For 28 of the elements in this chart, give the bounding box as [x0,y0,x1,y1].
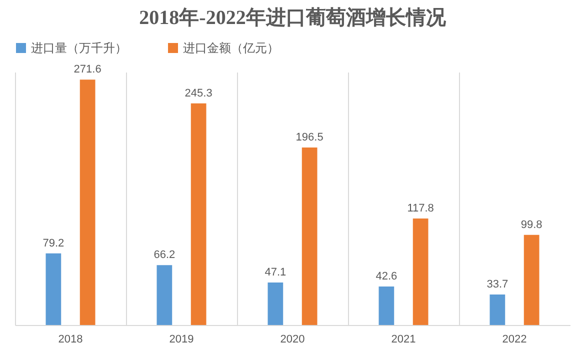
bar [156,265,172,325]
data-label: 245.3 [184,87,212,100]
bar [268,282,284,325]
data-label: 271.6 [74,64,102,76]
legend-label: 进口金额（亿元） [183,41,279,55]
legend-label: 进口量（万千升） [31,41,127,55]
data-label: 196.5 [296,131,324,144]
x-tick-label: 2019 [169,334,194,346]
data-label: 79.2 [42,237,64,250]
bar [412,218,428,325]
bar [490,294,506,325]
bar [302,147,318,325]
x-tick-label: 2022 [502,334,527,346]
data-label: 99.8 [520,218,542,231]
bar [80,80,96,325]
data-label: 47.1 [264,266,286,278]
data-label: 33.7 [486,278,508,291]
bar [378,286,394,325]
chart-title: 2018年-2022年进口葡萄酒增长情况 [139,7,447,29]
bar [190,103,206,325]
bar [524,234,540,325]
data-label: 66.2 [154,249,176,262]
data-label: 42.6 [376,270,398,283]
bar [46,253,62,325]
data-label: 117.8 [407,202,434,215]
x-tick-label: 2020 [280,334,305,346]
x-tick-label: 2018 [58,334,83,346]
x-tick-label: 2021 [391,334,416,346]
